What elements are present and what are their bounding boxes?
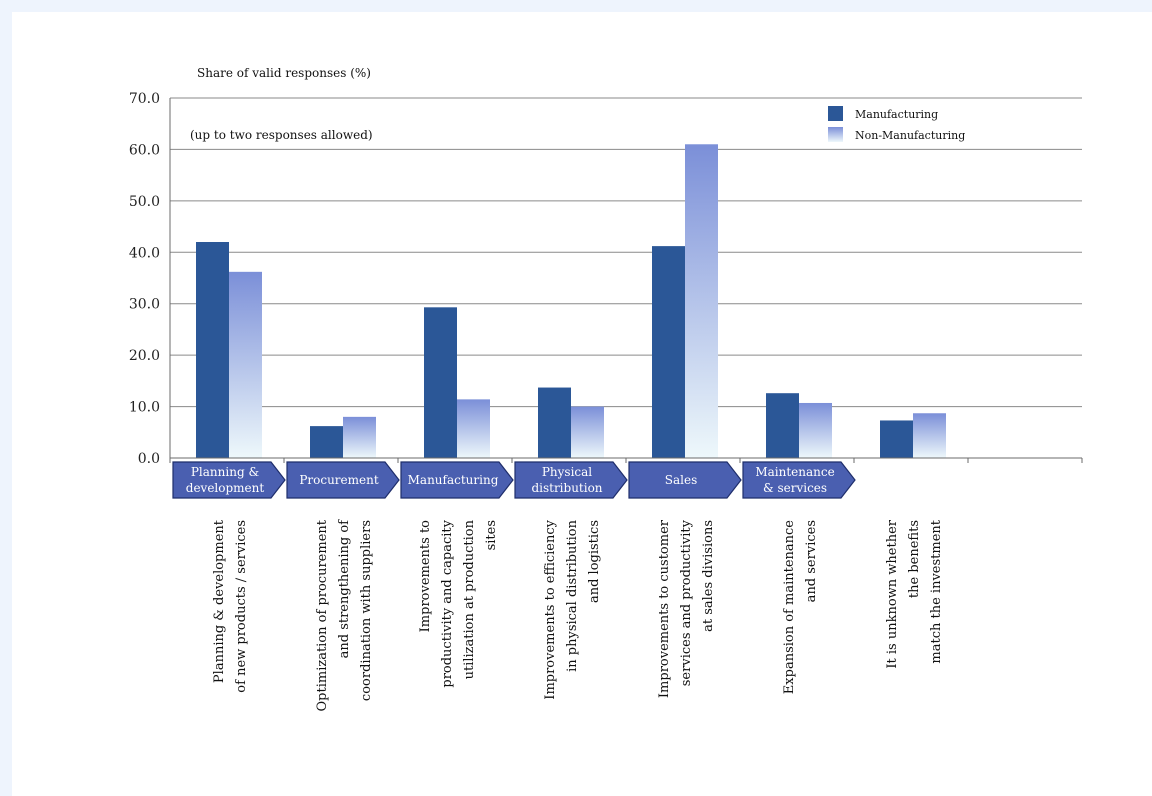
stage-arrow-shape (400, 461, 514, 499)
category-label: It is unknown whether the benefits match t… (885, 519, 944, 668)
stage-arrow-shape (742, 461, 856, 499)
category-label-line: utilization at production (462, 519, 477, 679)
category-label-line: Planning & development (212, 519, 227, 683)
category-label: Improvements to productivity and capacity… (418, 519, 499, 687)
bar-manufacturing (310, 426, 343, 458)
stage-arrow: Maintenance & services (742, 461, 856, 499)
category-label-line: at sales divisions (701, 520, 716, 632)
category-label-line: and logistics (587, 520, 602, 603)
category-label: Expansion of maintenance and services (782, 520, 819, 694)
stage-arrows: Planning & development Procurement Manufact… (172, 461, 856, 499)
stage-arrow-shape (172, 461, 286, 499)
category-label-line: and services (804, 520, 819, 602)
chart-panel: Share of valid responses (%) (up to two … (12, 12, 1152, 796)
gridlines (170, 97, 1082, 408)
bars (196, 144, 946, 459)
category-label-line: of new products / services (234, 520, 249, 693)
stage-arrow: Physical distribution (514, 461, 628, 499)
category-label-line: the benefits (907, 520, 922, 598)
bar-non-manufacturing (457, 399, 490, 458)
bar-non-manufacturing (685, 144, 718, 459)
bar-non-manufacturing (229, 271, 262, 458)
category-label-line: Improvements to efficiency (543, 519, 558, 699)
category-label-line: Expansion of maintenance (782, 520, 797, 694)
category-label-line: Optimization of procurement (315, 519, 330, 711)
stage-arrow: Manufacturing (400, 461, 514, 499)
category-label-line: services and productivity (679, 519, 694, 686)
bar-non-manufacturing (913, 413, 946, 458)
y-tick-label: 70.0 (129, 91, 160, 107)
bar-chart: Share of valid responses (%) (up to two … (129, 66, 1083, 712)
category-label-line: and strengthening of (337, 519, 352, 659)
stage-arrow: Planning & development (172, 461, 286, 499)
y-tick-label: 40.0 (129, 245, 160, 261)
stage-label: development (186, 481, 265, 495)
stage-label: Procurement (299, 473, 379, 487)
category-label: Planning & development of new products / … (212, 519, 249, 692)
stage-arrow-shape (286, 461, 400, 499)
bar-manufacturing (196, 242, 229, 458)
stage-label: Manufacturing (408, 473, 499, 487)
y-axis-title: Share of valid responses (%) (197, 66, 371, 80)
legend-swatch (828, 106, 843, 121)
legend: Manufacturing Non-Manufacturing (828, 106, 965, 142)
bar-manufacturing (538, 387, 571, 458)
axes: 0.0 10.0 20.0 30.0 40.0 50.0 60.0 70.0 (129, 91, 1083, 467)
legend-label: Non-Manufacturing (855, 129, 965, 142)
stage-label: Planning & (191, 465, 260, 479)
bar-manufacturing (424, 307, 457, 458)
y-tick-label: 10.0 (129, 400, 160, 416)
bar-manufacturing (766, 393, 799, 458)
category-label-line: Improvements to customer (657, 519, 672, 698)
bar-manufacturing (880, 420, 913, 458)
category-label-line: in physical distribution (565, 519, 580, 672)
y-tick-label: 30.0 (129, 297, 160, 313)
stage-arrow: Procurement (286, 461, 400, 499)
bar-non-manufacturing (799, 402, 832, 458)
y-tick-label: 0.0 (138, 451, 160, 467)
stage-label: Maintenance (755, 465, 834, 479)
chart-note: (up to two responses allowed) (190, 128, 373, 142)
category-labels: Planning & development of new products / … (212, 519, 944, 712)
y-tick-label: 60.0 (129, 142, 160, 158)
category-label-line: Improvements to (418, 520, 433, 633)
y-tick-label: 50.0 (129, 194, 160, 210)
category-label: Optimization of procurement and strengthe… (315, 519, 374, 712)
category-label: Improvements to customer services and pro… (657, 519, 716, 698)
category-label: Improvements to efficiency in physical di… (543, 519, 602, 699)
category-label-line: It is unknown whether (885, 519, 900, 668)
category-label-line: productivity and capacity (440, 519, 455, 687)
y-tick-label: 20.0 (129, 348, 160, 364)
bar-manufacturing (652, 246, 685, 458)
stage-arrow-shape (514, 461, 628, 499)
stage-label: Physical (542, 465, 592, 479)
category-label-line: coordination with suppliers (359, 520, 374, 701)
legend-label: Manufacturing (855, 108, 938, 121)
bar-non-manufacturing (343, 416, 376, 458)
stage-label: distribution (531, 481, 602, 495)
stage-label: & services (763, 481, 827, 495)
stage-arrow-shape (628, 461, 742, 499)
category-label-line: sites (484, 520, 499, 550)
stage-arrow: Sales (628, 461, 742, 499)
category-label-line: match the investment (929, 519, 944, 663)
stage-label: Sales (665, 473, 697, 487)
bar-non-manufacturing (571, 406, 604, 458)
legend-swatch (828, 127, 843, 142)
